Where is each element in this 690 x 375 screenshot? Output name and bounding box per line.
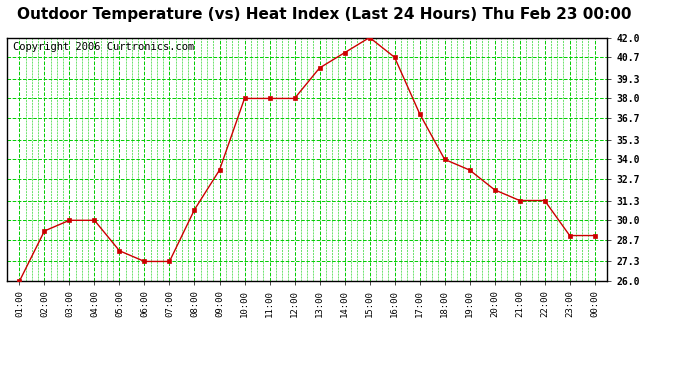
Text: Outdoor Temperature (vs) Heat Index (Last 24 Hours) Thu Feb 23 00:00: Outdoor Temperature (vs) Heat Index (Las… <box>17 8 631 22</box>
Text: Copyright 2006 Curtronics.com: Copyright 2006 Curtronics.com <box>13 42 194 52</box>
